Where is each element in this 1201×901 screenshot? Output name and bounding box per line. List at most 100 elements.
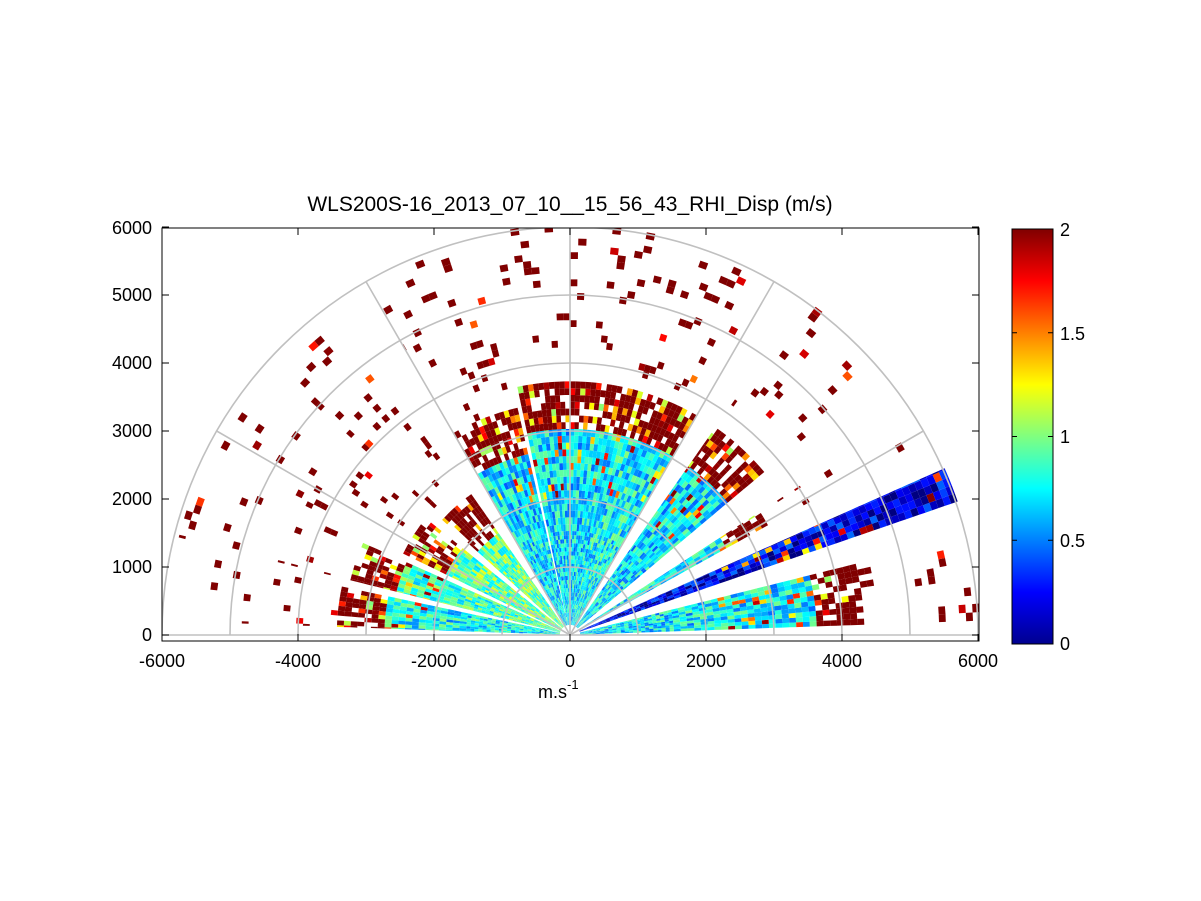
data-cell [799,591,807,598]
data-cell [528,538,532,544]
data-cell [647,618,653,621]
data-cell [410,590,418,596]
data-cell [544,389,550,397]
data-cell [657,442,665,451]
data-cell [682,528,690,536]
data-cell [546,541,550,546]
data-cell [565,596,567,601]
data-cell [515,612,520,615]
data-cell [361,542,370,550]
data-cell [480,587,486,592]
data-cell [713,610,721,615]
data-cell [704,512,713,520]
data-cell [551,409,557,417]
data-cell [480,546,488,553]
data-cell [611,573,616,578]
data-cell [810,532,819,540]
data-cell [603,559,608,564]
data-cell [547,416,553,424]
data-cell [646,531,653,539]
data-cell [477,296,487,306]
data-cell [679,589,687,595]
data-cell [511,464,518,473]
data-cell [607,481,613,489]
data-cell [577,555,580,561]
data-cell [599,600,603,605]
data-cell [606,620,611,623]
data-cell [615,520,621,528]
data-cell [532,605,537,609]
data-cell [554,449,559,457]
data-cell [605,617,610,620]
data-cell [519,603,524,607]
data-cell [424,449,433,458]
data-cell [385,575,394,582]
data-cell [651,454,659,463]
data-cell [498,557,503,563]
data-cell [522,586,527,590]
data-cell [473,507,481,515]
data-cell [574,395,581,402]
data-cell [590,545,593,550]
data-cell [717,431,727,441]
data-cell [509,554,514,559]
data-cell [497,492,504,501]
data-cell [499,595,505,600]
data-cell [504,575,509,579]
data-cell [605,584,609,589]
data-cell [479,448,486,457]
data-cell [610,582,614,587]
data-cell [518,484,524,492]
data-cell [863,566,872,575]
data-cell [642,421,649,430]
data-cell [558,449,563,457]
data-cell [558,602,561,607]
data-cell [571,612,573,617]
data-cell [734,618,742,623]
data-cell [666,521,673,529]
data-cell [594,551,598,556]
data-cell [423,541,432,548]
data-cell [629,593,634,597]
data-cell [582,429,588,437]
data-cell [526,553,530,558]
data-cell [589,593,593,598]
data-cell [436,576,444,582]
data-cell [550,587,553,592]
data-cell [510,580,515,585]
data-cell [584,456,589,464]
data-cell [597,593,601,598]
data-cell [572,608,574,613]
data-cell [622,567,627,572]
data-cell [520,601,525,605]
data-cell [648,524,655,532]
data-cell [334,410,345,421]
data-cell [640,543,647,551]
data-cell [399,576,408,582]
data-cell [527,548,532,553]
data-cell [547,593,551,598]
data-cell [576,592,578,597]
data-cell [839,512,846,517]
data-cell [491,595,496,599]
data-cell [610,540,615,545]
data-cell [672,509,680,517]
data-cell [576,614,579,618]
data-cell [535,507,540,515]
data-cell [456,522,464,530]
data-cell [594,485,599,493]
data-cell [515,565,520,570]
data-cell [689,506,697,514]
data-cell [537,507,542,515]
data-cell [612,461,619,470]
data-cell [565,576,567,581]
data-cell [322,356,333,367]
data-cell [742,531,751,539]
data-cell [577,614,580,619]
data-cell [634,454,641,463]
data-cell [573,621,575,626]
data-cell [674,501,682,510]
data-cell [459,529,467,537]
data-cell [553,595,556,600]
data-cell [754,616,762,621]
